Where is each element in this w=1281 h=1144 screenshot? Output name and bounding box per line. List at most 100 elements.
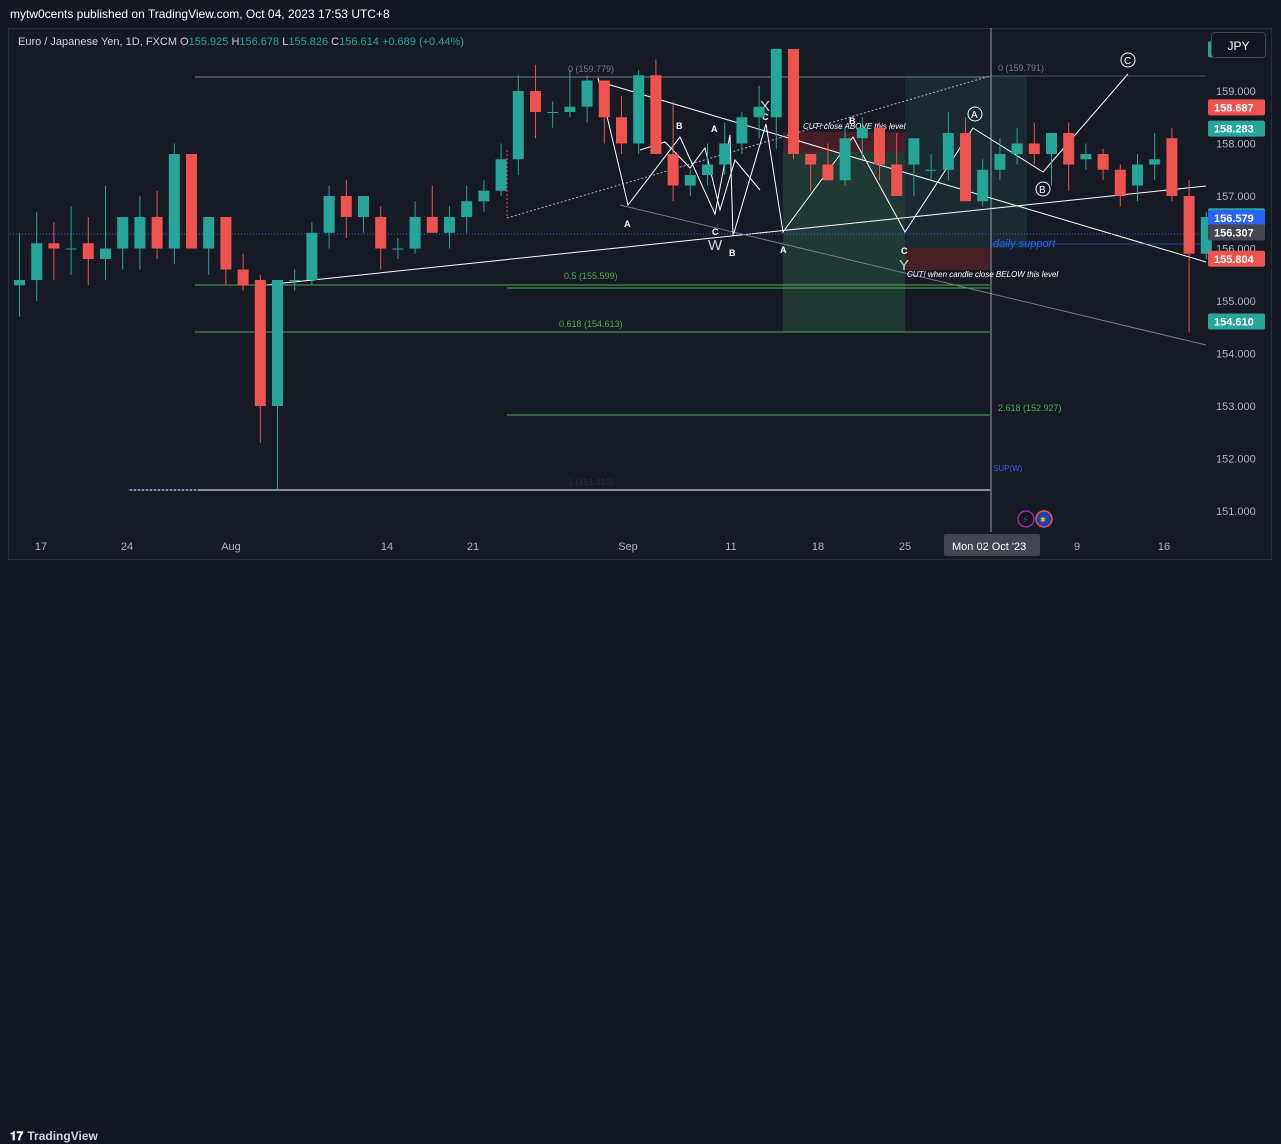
candle-body bbox=[340, 196, 352, 217]
candle-body bbox=[409, 217, 421, 249]
candle-body bbox=[203, 217, 215, 249]
candle-body bbox=[100, 248, 111, 259]
candle-body bbox=[48, 243, 60, 249]
candle-body bbox=[736, 117, 748, 144]
fib-1-label: 1 (151.419) bbox=[568, 477, 614, 487]
candle-body bbox=[31, 243, 43, 280]
price-badge-label: 156.307 bbox=[1214, 227, 1254, 239]
circled-wave-labels: A B C bbox=[967, 52, 1136, 197]
candle-body bbox=[1132, 164, 1143, 186]
y-tick-label: 152.000 bbox=[1216, 454, 1256, 466]
candle-body bbox=[426, 217, 438, 233]
daily-support-label: daily support bbox=[993, 238, 1056, 250]
low-value: 155.826 bbox=[288, 36, 329, 48]
candle-body bbox=[1046, 133, 1057, 154]
y-tick-label: 159.000 bbox=[1216, 86, 1256, 98]
candle-body bbox=[598, 80, 610, 118]
candle-body bbox=[306, 232, 318, 280]
candle-body bbox=[925, 169, 937, 171]
small-label-a3: A bbox=[780, 245, 787, 255]
circle-c-label: C bbox=[1124, 56, 1131, 67]
event-icons[interactable]: ⚡ ✱ bbox=[1017, 510, 1053, 528]
candle-body bbox=[856, 127, 868, 139]
candle-body bbox=[1097, 154, 1109, 170]
currency-button[interactable]: JPY bbox=[1211, 32, 1266, 58]
symbol-legend: Euro / Japanese Yen, 1D, FXCM O155.925 H… bbox=[18, 36, 464, 48]
cut-above-label: CUT! close ABOVE this level bbox=[803, 122, 906, 131]
candle-body bbox=[908, 138, 920, 165]
grey-channel-line bbox=[619, 204, 1207, 346]
candle-body bbox=[168, 154, 180, 249]
position-box-red-lower bbox=[905, 248, 990, 270]
candle-body bbox=[134, 217, 146, 249]
x-tick-label: 11 bbox=[725, 541, 736, 553]
y-tick-label: 154.000 bbox=[1216, 349, 1256, 361]
price-badge bbox=[1208, 99, 1265, 116]
candle-body bbox=[358, 196, 369, 217]
candle-body bbox=[942, 133, 954, 170]
small-label-a1: A bbox=[624, 219, 631, 229]
candle-body bbox=[478, 190, 490, 202]
candle-body bbox=[1028, 143, 1040, 154]
tv-logo-icon: 𝟏𝟕 bbox=[10, 1129, 24, 1143]
wave-x-label: X bbox=[760, 98, 770, 115]
price-badge bbox=[1208, 313, 1265, 330]
candle-body bbox=[994, 154, 1006, 170]
price-badge-label: 155.804 bbox=[1214, 254, 1255, 266]
price-badges: 159.792158.687158.283156.61411:06:05156.… bbox=[1208, 41, 1265, 330]
flash-icon-glyph: ⚡ bbox=[1022, 515, 1029, 526]
flash-icon bbox=[1017, 510, 1035, 528]
price-chart[interactable]: 0 (159.779) 0.5 (155.599) 0.618 (154.613… bbox=[0, 0, 1281, 595]
crosshair-date-text: Mon 02 Oct '23 bbox=[952, 541, 1026, 553]
candle-body bbox=[719, 143, 731, 165]
price-badge-label: 158.283 bbox=[1214, 124, 1254, 136]
candle-body bbox=[512, 91, 524, 160]
x-tick-label: 14 bbox=[381, 541, 393, 553]
small-label-b2: B bbox=[729, 248, 736, 258]
candle-body bbox=[220, 217, 232, 270]
candle-body bbox=[272, 280, 283, 406]
fib-0.618-label: 0.618 (154.613) bbox=[559, 319, 623, 329]
price-badge bbox=[1208, 250, 1265, 267]
lower-trendline bbox=[264, 185, 1207, 286]
wave-w-label: W bbox=[708, 237, 723, 254]
publish-info: mytw0cents published on TradingView.com,… bbox=[10, 7, 390, 21]
minor-wave-path bbox=[639, 141, 761, 212]
candle-body bbox=[495, 159, 507, 191]
candle-body bbox=[616, 117, 627, 144]
close-label: C bbox=[331, 36, 340, 48]
open-label: O bbox=[180, 36, 189, 48]
close-value: 156.614 bbox=[339, 36, 379, 48]
candles-layer bbox=[14, 49, 1212, 490]
tradingview-logo[interactable]: 𝟏𝟕 TradingView bbox=[10, 1129, 98, 1144]
candle-body bbox=[461, 201, 473, 217]
eu-flag-icon bbox=[1035, 510, 1053, 528]
candle-body bbox=[667, 154, 679, 186]
candle-body bbox=[151, 217, 163, 249]
candle-body bbox=[805, 154, 817, 165]
candle-body bbox=[581, 80, 593, 107]
price-badge bbox=[1208, 210, 1265, 227]
crosshair-date-label: Mon 02 Oct '23 bbox=[944, 534, 1040, 556]
cut-below-label: CUT! when candle close BELOW this level bbox=[907, 270, 1058, 279]
candle-body bbox=[977, 169, 989, 202]
circle-c-ring bbox=[1120, 52, 1136, 68]
candle-body bbox=[117, 217, 129, 249]
candle-body bbox=[289, 280, 301, 281]
price-badge-label: 154.610 bbox=[1214, 316, 1254, 328]
candle-body bbox=[444, 217, 455, 233]
x-axis: 17 24 Aug 14 21 Sep 11 18 25 9 16 bbox=[35, 541, 1170, 553]
x-tick-label: 17 bbox=[35, 541, 47, 553]
low-label: L bbox=[282, 36, 289, 48]
y-tick-label: 158.000 bbox=[1216, 139, 1256, 151]
candle-body bbox=[839, 138, 851, 181]
y-tick-label: 153.000 bbox=[1216, 401, 1256, 413]
candle-body bbox=[323, 196, 335, 233]
y-tick-label: 151.000 bbox=[1216, 506, 1256, 518]
candle-body bbox=[770, 49, 782, 118]
x-tick-label: Sep bbox=[618, 541, 638, 553]
candle-body bbox=[650, 75, 662, 154]
high-label: H bbox=[231, 36, 240, 48]
y-tick-label: 157.000 bbox=[1216, 191, 1256, 203]
circle-b-label: B bbox=[1039, 185, 1046, 196]
